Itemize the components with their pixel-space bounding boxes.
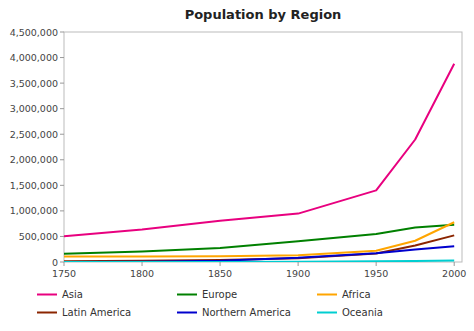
x-tick <box>142 262 143 266</box>
y-tick <box>60 57 64 58</box>
x-tick <box>454 262 455 266</box>
series-line <box>64 64 454 237</box>
x-tick-label: 1750 <box>52 268 76 279</box>
x-tick <box>376 262 377 266</box>
legend-label: Latin America <box>62 307 131 318</box>
x-tick-label: 1850 <box>208 268 232 279</box>
y-tick <box>60 32 64 33</box>
y-tick-label: 4,500,000 <box>10 27 58 38</box>
y-tick-label: 4,000,000 <box>10 52 58 63</box>
legend-label: Africa <box>342 289 371 300</box>
x-tick-label: 1900 <box>286 268 310 279</box>
x-tick <box>220 262 221 266</box>
y-tick-label: 3,500,000 <box>10 78 58 89</box>
legend-swatch <box>317 312 337 314</box>
y-tick-label: 1,500,000 <box>10 180 58 191</box>
y-tick <box>60 185 64 186</box>
y-tick-label: 0 <box>52 257 58 268</box>
legend-label: Northern America <box>202 307 291 318</box>
legend: Asia Europe Africa Latin America Northern Am… <box>37 289 383 318</box>
series-line <box>64 246 454 262</box>
legend-swatch <box>37 312 57 314</box>
y-tick <box>60 108 64 109</box>
y-tick <box>60 236 64 237</box>
chart: Population by Region 0 500,000 1,000,000 1,5… <box>0 0 474 331</box>
series-group <box>64 64 454 262</box>
legend-label: Europe <box>202 289 237 300</box>
x-tick-label: 1800 <box>130 268 154 279</box>
y-tick-label: 500,000 <box>19 231 58 242</box>
legend-swatch <box>317 294 337 296</box>
y-tick-label: 1,000,000 <box>10 205 58 216</box>
x-tick <box>64 262 65 266</box>
legend-label: Oceania <box>342 307 383 318</box>
y-tick-label: 3,000,000 <box>10 103 58 114</box>
y-tick <box>60 83 64 84</box>
y-tick-label: 2,000,000 <box>10 154 58 165</box>
legend-swatch <box>177 312 197 314</box>
y-tick <box>60 210 64 211</box>
title: Population by Region <box>185 7 342 22</box>
series-line <box>64 235 454 261</box>
legend-label: Asia <box>62 289 83 300</box>
plot-frame <box>64 32 462 262</box>
y-tick-label: 2,500,000 <box>10 129 58 140</box>
y-tick <box>60 134 64 135</box>
x-tick <box>298 262 299 266</box>
x-tick-label: 1950 <box>364 268 388 279</box>
legend-swatch <box>177 294 197 296</box>
x-tick-label: 2000 <box>442 268 466 279</box>
y-tick <box>60 159 64 160</box>
series-line <box>64 260 454 261</box>
y-tick <box>60 262 64 263</box>
legend-swatch <box>37 294 57 296</box>
